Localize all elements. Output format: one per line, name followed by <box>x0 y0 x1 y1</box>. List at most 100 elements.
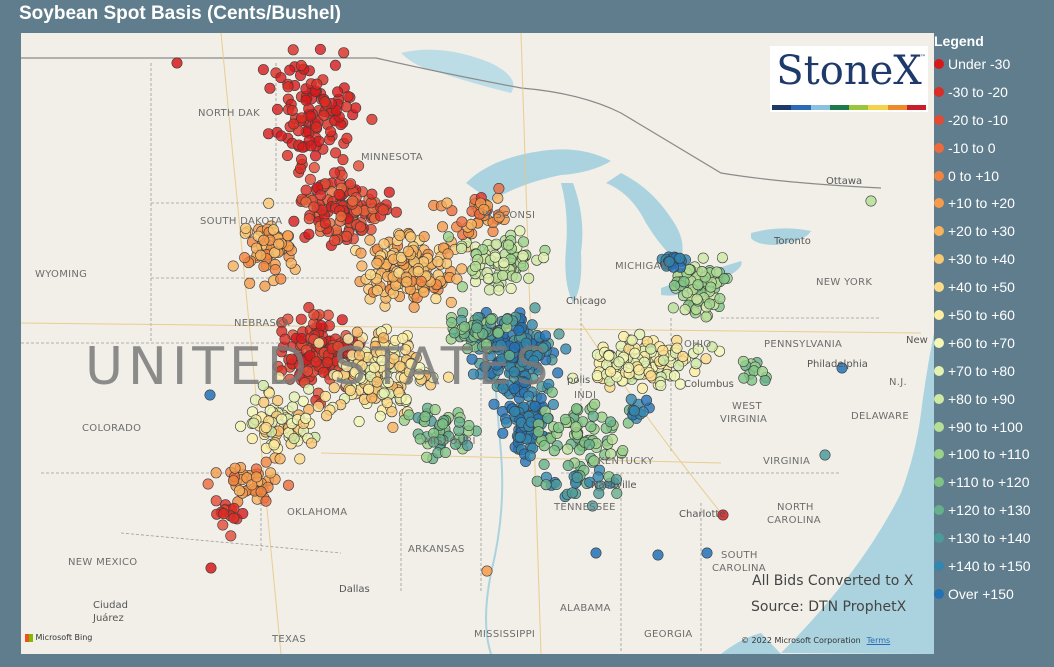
bid-point[interactable] <box>508 366 520 378</box>
bid-point[interactable] <box>532 426 544 438</box>
bid-point[interactable] <box>415 275 427 287</box>
bid-point[interactable] <box>318 109 330 121</box>
legend-item[interactable]: +90 to +100 <box>934 413 1054 441</box>
bid-point[interactable] <box>248 417 260 429</box>
bid-point[interactable] <box>441 197 453 209</box>
bid-point[interactable] <box>529 302 541 314</box>
bid-point[interactable] <box>382 376 394 388</box>
bid-point[interactable] <box>258 396 270 408</box>
bid-point[interactable] <box>263 197 275 209</box>
bid-point[interactable] <box>309 150 321 162</box>
bid-point[interactable] <box>449 438 461 450</box>
bid-point[interactable] <box>295 313 307 325</box>
bid-point[interactable] <box>445 296 457 308</box>
bid-point[interactable] <box>663 256 675 268</box>
bid-point[interactable] <box>589 398 601 410</box>
bid-point[interactable] <box>319 390 331 402</box>
bid-point[interactable] <box>275 130 287 142</box>
bid-point[interactable] <box>394 360 406 372</box>
bid-point[interactable] <box>455 243 467 255</box>
bid-point[interactable] <box>350 102 362 114</box>
bid-point[interactable] <box>628 405 640 417</box>
bid-point[interactable] <box>402 245 414 257</box>
bid-point[interactable] <box>356 360 368 372</box>
bid-point[interactable] <box>294 453 306 465</box>
bid-point[interactable] <box>505 283 517 295</box>
legend-item[interactable]: +110 to +120 <box>934 468 1054 496</box>
bid-point[interactable] <box>679 304 691 316</box>
bid-point[interactable] <box>562 459 574 471</box>
bid-point[interactable] <box>332 340 344 352</box>
bid-point[interactable] <box>377 204 389 216</box>
bid-point[interactable] <box>583 438 595 450</box>
legend-item[interactable]: +40 to +50 <box>934 273 1054 301</box>
bid-point[interactable] <box>645 370 657 382</box>
legend-item[interactable]: +120 to +130 <box>934 496 1054 524</box>
bid-point[interactable] <box>513 324 525 336</box>
bid-point[interactable] <box>303 383 315 395</box>
bid-point[interactable] <box>478 203 490 215</box>
bid-point[interactable] <box>368 362 380 374</box>
bid-point[interactable] <box>667 302 679 314</box>
bid-point[interactable] <box>405 358 417 370</box>
bid-point[interactable] <box>529 400 541 412</box>
bid-point[interactable] <box>546 386 558 398</box>
bid-point[interactable] <box>432 256 444 268</box>
bid-point[interactable] <box>364 234 376 246</box>
bid-point[interactable] <box>700 353 712 365</box>
legend-item[interactable]: +30 to +40 <box>934 245 1054 273</box>
bid-point[interactable] <box>673 360 685 372</box>
bid-point[interactable] <box>374 410 386 422</box>
bid-point[interactable] <box>341 132 353 144</box>
bid-point[interactable] <box>570 421 582 433</box>
legend-item[interactable]: +130 to +140 <box>934 524 1054 552</box>
bid-point[interactable] <box>509 341 521 353</box>
legend-item[interactable]: +60 to +70 <box>934 329 1054 357</box>
bid-point[interactable] <box>418 231 430 243</box>
bid-point[interactable] <box>510 271 522 283</box>
bid-point[interactable] <box>508 383 520 395</box>
bid-point[interactable] <box>272 103 284 115</box>
bid-point[interactable] <box>300 412 312 424</box>
bid-point[interactable] <box>493 284 505 296</box>
bid-point[interactable] <box>538 440 550 452</box>
bid-point[interactable] <box>297 395 309 407</box>
bid-point[interactable] <box>279 333 291 345</box>
bid-point[interactable] <box>442 371 454 383</box>
bid-point[interactable] <box>330 147 342 159</box>
bid-point[interactable] <box>587 410 599 422</box>
bid-point[interactable] <box>484 284 496 296</box>
bid-point[interactable] <box>528 355 540 367</box>
bid-point[interactable] <box>430 293 442 305</box>
bid-point[interactable] <box>706 341 718 353</box>
bid-point[interactable] <box>538 252 550 264</box>
bid-point[interactable] <box>517 260 529 272</box>
bid-point[interactable] <box>571 471 583 483</box>
bid-point[interactable] <box>759 374 771 386</box>
bid-point[interactable] <box>701 547 713 559</box>
bid-point[interactable] <box>347 195 359 207</box>
bid-point[interactable] <box>263 387 275 399</box>
bid-point[interactable] <box>606 433 618 445</box>
bid-point[interactable] <box>489 251 501 263</box>
bid-point[interactable] <box>258 234 270 246</box>
bid-point[interactable] <box>509 405 521 417</box>
bid-point[interactable] <box>493 211 505 223</box>
bid-point[interactable] <box>678 276 690 288</box>
bid-point[interactable] <box>451 273 463 285</box>
bid-point[interactable] <box>210 467 222 479</box>
bid-point[interactable] <box>229 462 241 474</box>
bid-point[interactable] <box>591 370 603 382</box>
bid-point[interactable] <box>497 427 509 439</box>
bid-point[interactable] <box>286 105 298 117</box>
bid-point[interactable] <box>690 358 702 370</box>
bid-point[interactable] <box>400 393 412 405</box>
bid-point[interactable] <box>502 239 514 251</box>
bid-point[interactable] <box>282 479 294 491</box>
bid-point[interactable] <box>566 487 578 499</box>
bid-point[interactable] <box>237 507 249 519</box>
bid-point[interactable] <box>553 422 565 434</box>
bid-point[interactable] <box>303 228 315 240</box>
bid-point[interactable] <box>329 234 341 246</box>
bid-point[interactable] <box>294 163 306 175</box>
